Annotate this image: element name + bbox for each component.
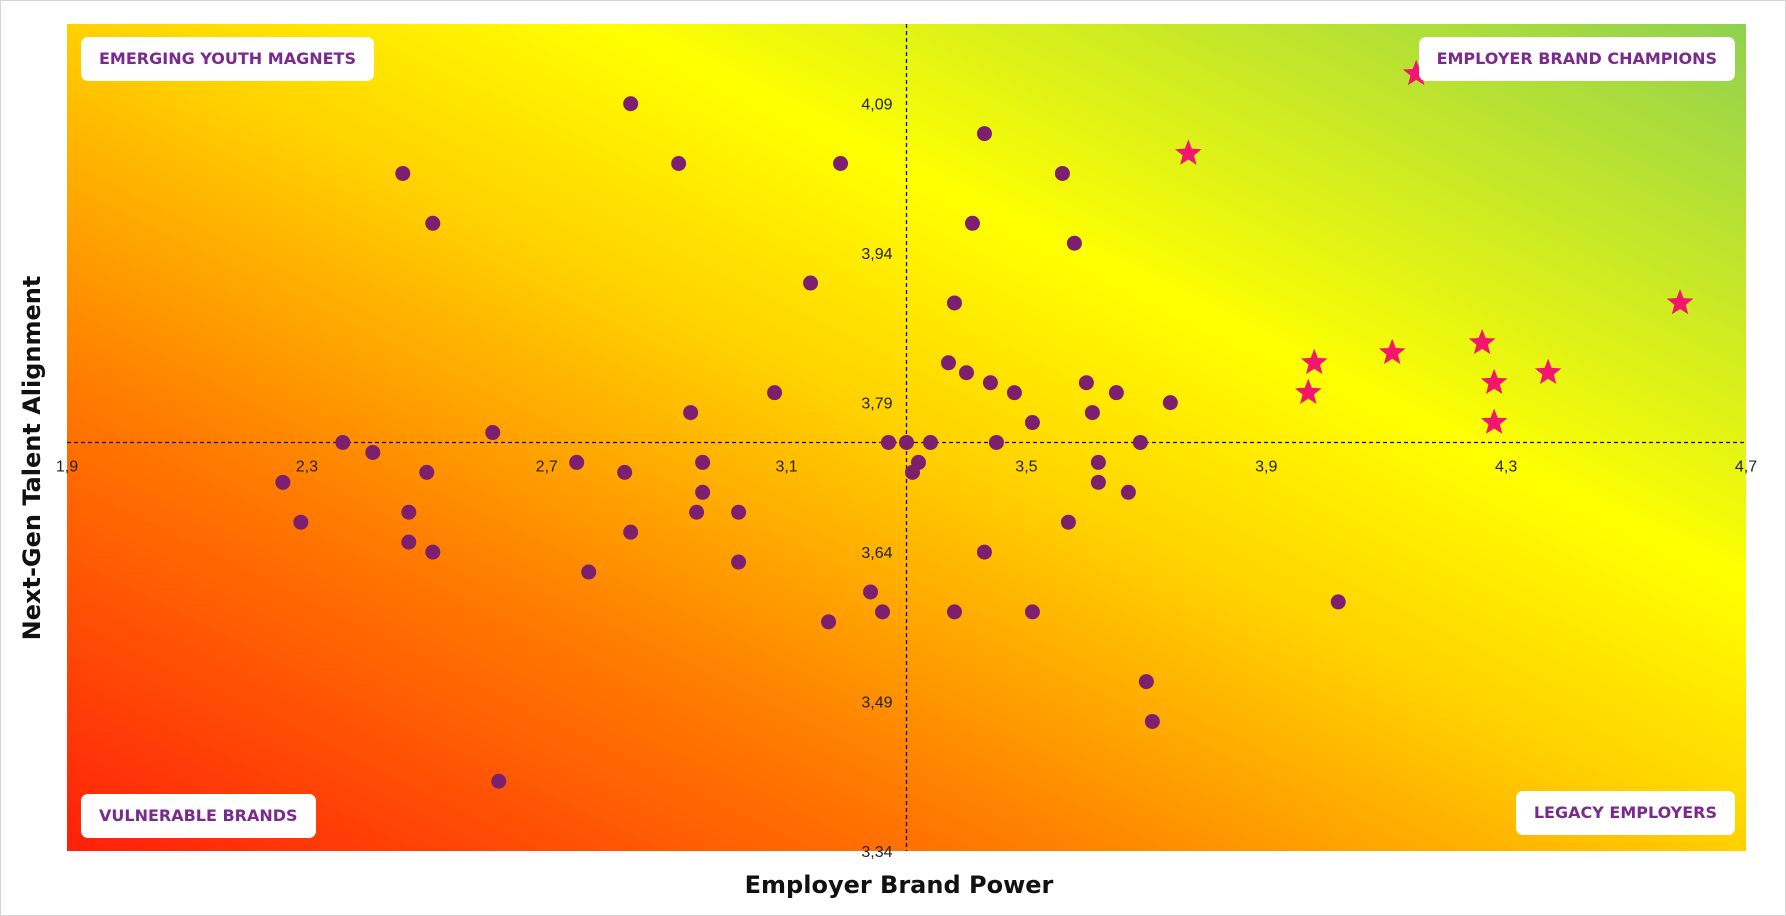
circle-point [863, 584, 879, 600]
y-tick-label: 3,34 [861, 844, 892, 861]
circle-point [485, 425, 501, 441]
x-tick-label: 2,7 [536, 458, 558, 475]
y-tick-label: 3,49 [861, 695, 892, 712]
x-tick-label: 3,1 [775, 458, 797, 475]
star-point [1175, 139, 1202, 165]
x-tick-label: 2,3 [296, 458, 318, 475]
x-tick-label: 4,3 [1495, 458, 1517, 475]
y-tick-label: 3,64 [861, 545, 892, 562]
star-point [1378, 338, 1406, 365]
y-tick-label: 4,09 [861, 97, 892, 114]
circle-point [365, 444, 381, 460]
circle-point [1060, 514, 1076, 530]
circle-point [1108, 385, 1124, 401]
circle-point [821, 614, 837, 630]
circle-point [1006, 385, 1022, 401]
quadrant-label-bottom-left: VULNERABLE BRANDS [81, 794, 316, 838]
circle-point [946, 295, 962, 311]
circle-point [623, 524, 639, 540]
circle-point [1054, 165, 1070, 181]
circle-point [395, 165, 411, 181]
circle-point [988, 434, 1004, 450]
circle-point [335, 434, 351, 450]
circle-point [910, 454, 926, 470]
y-axis-title: Next-Gen Talent Alignment [18, 275, 46, 641]
y-axis-tick-labels: 3,34 3,49 3,64 3,79 3,94 4,09 [861, 97, 892, 861]
circle-point [569, 454, 585, 470]
data-points [275, 59, 1694, 789]
circle-point [1090, 454, 1106, 470]
quadrant-label-top-left: EMERGING YOUTH MAGNETS [81, 37, 374, 81]
circle-point [581, 564, 597, 580]
circle-point [803, 275, 819, 291]
circle-point [1078, 375, 1094, 391]
x-tick-label: 3,9 [1255, 458, 1277, 475]
quadrant-label-top-right: EMPLOYER BRAND CHAMPIONS [1418, 37, 1735, 81]
circle-point [881, 434, 897, 450]
circle-point [1120, 484, 1136, 500]
circle-point [425, 544, 441, 560]
circle-point [695, 484, 711, 500]
circle-point [976, 544, 992, 560]
y-tick-label: 3,94 [861, 246, 892, 263]
circle-point [958, 365, 974, 381]
circle-point [671, 155, 687, 171]
circle-point [875, 604, 891, 620]
quadrant-label-bottom-right: LEGACY EMPLOYERS [1515, 791, 1735, 835]
y-tick-label: 3,79 [861, 396, 892, 413]
circle-point [1024, 415, 1040, 431]
circle-point [1330, 594, 1346, 610]
circle-point [401, 534, 417, 550]
x-axis-tick-labels: 1,9 2,3 2,7 3,1 3,5 3,9 4,3 4,7 [56, 458, 1757, 475]
star-point [1534, 358, 1562, 385]
circle-point [899, 434, 914, 450]
x-axis-title: Employer Brand Power [744, 871, 1054, 899]
circle-point [833, 155, 849, 171]
star-point [1480, 368, 1508, 395]
circle-point [689, 504, 705, 520]
circle-point [1090, 474, 1106, 490]
circle-point [1144, 713, 1160, 729]
star-point [1294, 378, 1322, 404]
x-tick-label: 1,9 [56, 458, 78, 475]
circle-point [1138, 674, 1154, 690]
star-point [1402, 59, 1430, 86]
circle-point [1024, 604, 1040, 620]
x-tick-label: 4,7 [1735, 458, 1757, 475]
star-point [1480, 408, 1508, 434]
circle-point [491, 773, 507, 789]
star-point [1468, 328, 1496, 355]
star-point [1666, 288, 1694, 315]
circle-point [767, 385, 783, 401]
circle-point [1066, 235, 1082, 251]
circle-point [731, 504, 747, 520]
circle-point [976, 126, 992, 142]
circle-point [1162, 395, 1178, 411]
circle-point [419, 464, 435, 480]
circle-point [401, 504, 417, 520]
circle-point [940, 355, 956, 371]
circle-point [731, 554, 747, 570]
circle-point [695, 454, 711, 470]
x-tick-label: 3,5 [1015, 458, 1037, 475]
circle-point [946, 604, 962, 620]
circle-point [1084, 405, 1100, 421]
circle-point [293, 514, 309, 530]
circle-point [425, 215, 441, 231]
circle-point [982, 375, 998, 391]
circle-point [617, 464, 633, 480]
circle-point [683, 405, 699, 421]
circle-point [275, 474, 291, 490]
circle-point [922, 434, 938, 450]
circle-point [623, 96, 639, 112]
circle-point [1132, 434, 1148, 450]
star-point [1300, 348, 1328, 375]
circle-point [964, 215, 980, 231]
